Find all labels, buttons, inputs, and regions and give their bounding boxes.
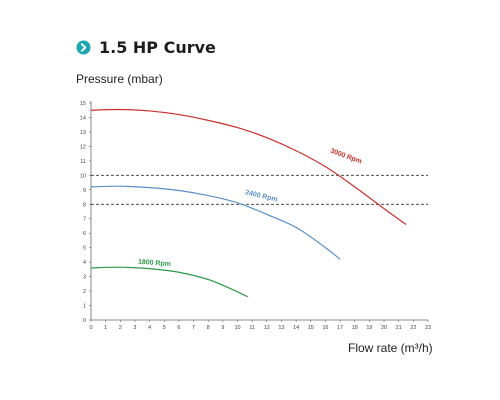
page-title: 1.5 HP Curve <box>99 38 216 57</box>
x-tick-label: 0 <box>89 325 92 331</box>
series-label: 3000 Rpm <box>329 148 362 166</box>
x-tick-label: 4 <box>148 325 151 331</box>
y-tick-label: 4 <box>83 260 86 266</box>
x-tick-label: 14 <box>293 325 299 331</box>
y-tick-label: 10 <box>80 173 86 179</box>
x-tick-label: 6 <box>177 325 180 331</box>
x-tick-label: 3 <box>133 325 136 331</box>
x-tick-label: 10 <box>234 325 240 331</box>
y-tick-label: 15 <box>80 101 86 107</box>
x-tick-label: 18 <box>352 325 358 331</box>
chart-axes <box>90 101 428 321</box>
y-tick-label: 9 <box>83 188 86 194</box>
series-line <box>90 185 341 260</box>
y-tick-label: 5 <box>83 246 86 252</box>
x-tick-label: 11 <box>249 325 255 331</box>
x-tick-label: 20 <box>381 325 387 331</box>
x-tick-label: 8 <box>207 325 210 331</box>
x-tick-label: 5 <box>163 325 166 331</box>
x-tick-label: 22 <box>410 325 416 331</box>
x-tick-label: 16 <box>322 325 328 331</box>
x-tick-label: 13 <box>278 325 284 331</box>
y-tick-label: 3 <box>83 275 86 281</box>
reference-lines <box>91 174 428 205</box>
x-tick-label: 2 <box>119 325 122 331</box>
series-line <box>90 266 249 298</box>
x-tick-label: 12 <box>264 325 270 331</box>
y-tick-label: 8 <box>83 202 86 208</box>
x-tick-label: 7 <box>192 325 195 331</box>
x-tick-label: 9 <box>221 325 224 331</box>
x-tick-label: 19 <box>366 325 372 331</box>
y-tick-label: 7 <box>83 217 86 223</box>
x-tick-label: 21 <box>396 325 402 331</box>
series-label: 1800 Rpm <box>138 259 171 268</box>
chart-header: 1.5 HP Curve <box>76 38 216 57</box>
chart-ticks: 0 1 2 3 4 5 6 7 8 9 10 11 12 13 14 15 16 17 18 19 20 21 22 2301… <box>80 101 431 331</box>
x-axis-label: Flow rate (m³/h) <box>348 341 433 355</box>
x-tick-label: 1 <box>104 325 107 331</box>
y-tick-label: 6 <box>83 231 86 237</box>
series-label: 2400 Rpm <box>244 189 278 203</box>
chart-series <box>90 108 407 298</box>
x-tick-label: 23 <box>425 325 431 331</box>
y-tick-label: 2 <box>83 289 86 295</box>
y-tick-label: 14 <box>80 115 86 121</box>
y-tick-label: 11 <box>80 159 86 165</box>
y-tick-label: 12 <box>80 144 86 150</box>
y-tick-label: 1 <box>83 304 86 310</box>
arrow-circle-icon <box>76 40 91 55</box>
x-tick-label: 17 <box>337 325 343 331</box>
x-tick-label: 15 <box>308 325 314 331</box>
series-line <box>90 108 407 226</box>
y-axis-label: Pressure (mbar) <box>76 72 163 86</box>
y-tick-label: 0 <box>83 318 86 324</box>
y-tick-label: 13 <box>80 130 86 136</box>
